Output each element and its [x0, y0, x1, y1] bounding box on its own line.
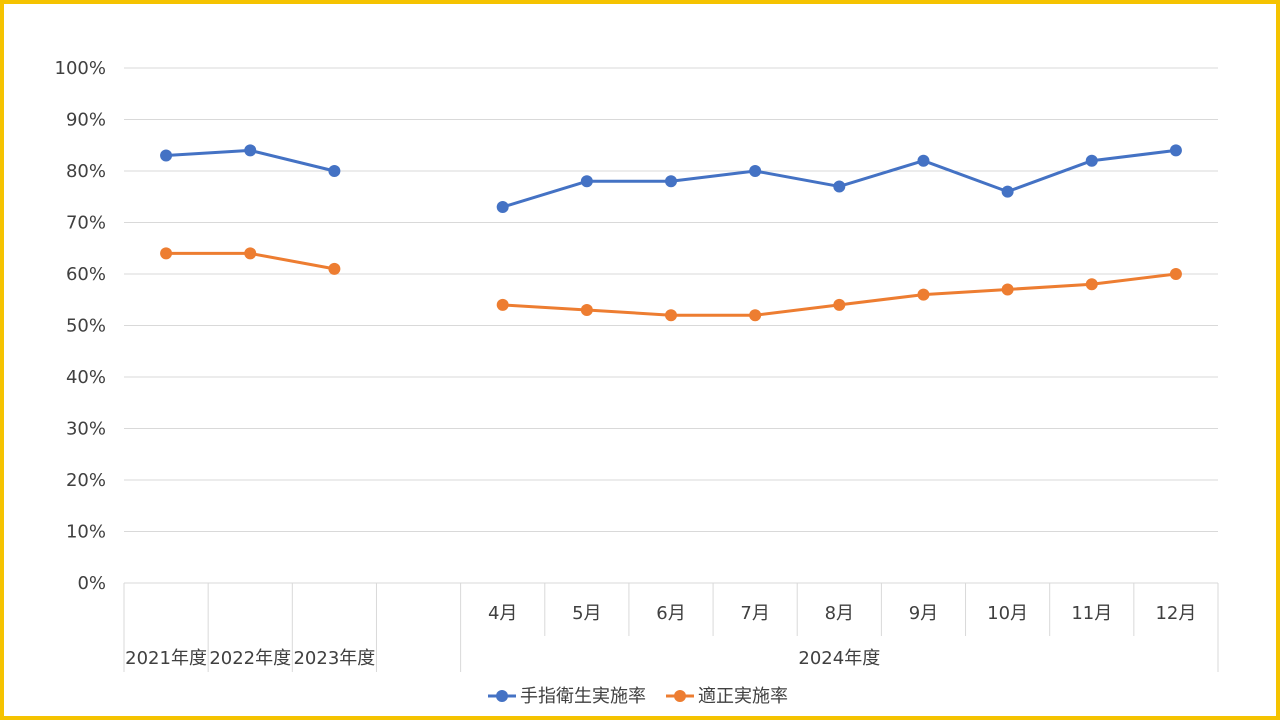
series-1: [160, 144, 1182, 214]
data-point: [328, 262, 341, 275]
data-point: [1169, 268, 1182, 280]
y-tick-label: 20%: [66, 470, 106, 491]
data-point: [1169, 144, 1182, 157]
data-point: [749, 309, 762, 322]
x-axis-categories: 4月 5月 6月 7月 8月 9月 10月 11月 12月 2021年度 2022年度 2023年度 2…: [123, 583, 1219, 672]
y-tick-label: 0%: [77, 573, 106, 594]
data-point: [917, 154, 930, 167]
series-line: [502, 148, 1177, 209]
y-tick-label: 100%: [55, 58, 106, 79]
y-axis-ticks: 0% 10% 20% 30% 40% 50% 60% 70% 80% 90% 100%: [55, 58, 106, 594]
legend-marker: [496, 690, 508, 702]
x-category-label: 6月: [656, 603, 685, 624]
data-point: [1001, 283, 1014, 296]
data-point: [160, 149, 173, 162]
data-point: [749, 165, 762, 177]
data-point: [160, 247, 173, 260]
data-point: [244, 144, 257, 157]
y-tick-label: 70%: [66, 213, 106, 234]
data-point: [1085, 154, 1098, 167]
data-point: [328, 165, 341, 177]
data-point: [665, 309, 677, 322]
legend-label: 手指衛生実施率: [520, 686, 646, 707]
series-2: [160, 247, 1182, 322]
legend: 手指衛生実施率 適正実施率: [488, 686, 788, 707]
y-tick-label: 60%: [66, 264, 106, 285]
data-point: [917, 288, 930, 301]
data-point: [1001, 185, 1014, 198]
x-category-label: 8月: [825, 603, 854, 624]
data-point: [244, 247, 257, 260]
y-tick-label: 10%: [66, 522, 106, 543]
legend-item: 手指衛生実施率: [488, 686, 646, 707]
gridlines: [124, 67, 1218, 584]
x-category-label: 10月: [987, 603, 1028, 624]
y-tick-label: 40%: [66, 367, 106, 388]
y-tick-label: 90%: [66, 110, 106, 131]
x-category-label: 7月: [740, 603, 769, 624]
x-category-label: 9月: [909, 603, 938, 624]
data-point: [496, 298, 509, 311]
data-point: [665, 175, 677, 188]
y-tick-label: 30%: [66, 419, 106, 440]
x-category-label: 11月: [1071, 603, 1112, 624]
data-point: [496, 201, 509, 214]
series-layer: [160, 144, 1182, 322]
x-group-label: 2021年度: [125, 648, 207, 669]
data-point: [1085, 278, 1098, 291]
data-point: [580, 175, 593, 188]
x-group-label: 2023年度: [293, 648, 375, 669]
x-group-label: 2024年度: [798, 648, 880, 669]
legend-label: 適正実施率: [698, 686, 788, 707]
y-tick-label: 50%: [66, 316, 106, 337]
y-tick-label: 80%: [66, 161, 106, 182]
legend-marker: [674, 690, 686, 702]
data-point: [833, 180, 846, 193]
x-category-label: 12月: [1155, 603, 1196, 624]
x-category-label: 4月: [488, 603, 517, 624]
x-group-label: 2022年度: [209, 648, 291, 669]
data-point: [833, 298, 846, 311]
x-category-label: 5月: [572, 603, 601, 624]
data-point: [580, 304, 593, 317]
legend-item: 適正実施率: [666, 686, 788, 707]
